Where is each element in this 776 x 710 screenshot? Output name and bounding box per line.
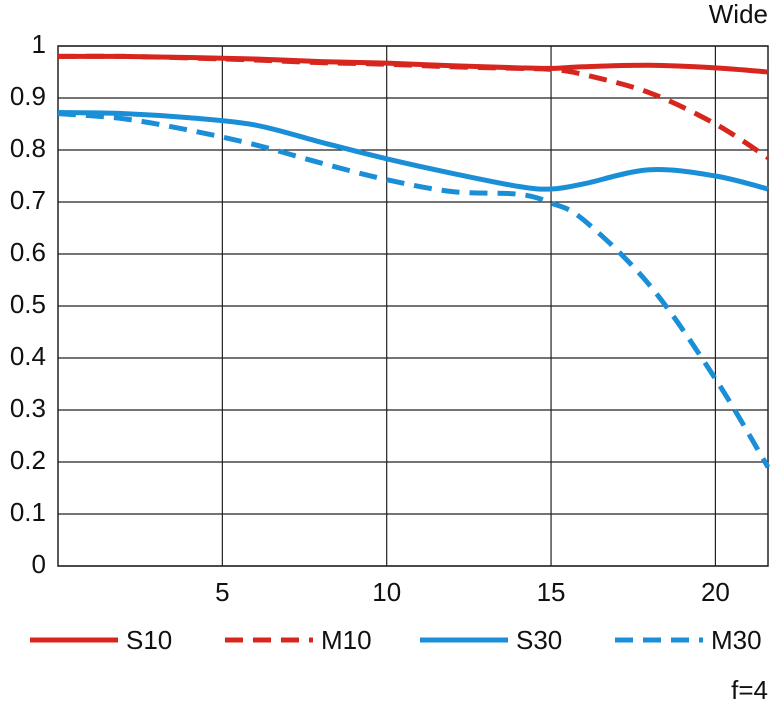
legend-label: M30 [711, 625, 762, 655]
line-series [57, 53, 769, 75]
legend-label: S10 [126, 625, 172, 655]
line-series [57, 110, 769, 192]
y-tick-label: 0.8 [10, 133, 46, 163]
y-tick-label: 0 [32, 549, 46, 579]
y-tick-label: 0.3 [10, 393, 46, 423]
y-tick-label: 1 [32, 29, 46, 59]
x-tick-label: 15 [537, 577, 566, 607]
line-series [57, 53, 770, 160]
x-tick-label: 5 [215, 577, 229, 607]
y-tick-label: 0.1 [10, 497, 46, 527]
y-tick-label: 0.6 [10, 237, 46, 267]
y-tick-label: 0.7 [10, 185, 46, 215]
y-tick-label: 0.9 [10, 81, 46, 111]
y-tick-label: 0.5 [10, 289, 46, 319]
legend-label: S30 [516, 625, 562, 655]
x-tick-label: 20 [701, 577, 730, 607]
annotation: f=4 [731, 675, 768, 705]
chart-title: Wide [709, 0, 768, 29]
legend-label: M10 [321, 625, 372, 655]
x-tick-label: 10 [372, 577, 401, 607]
y-tick-label: 0.2 [10, 445, 46, 475]
line-series [57, 111, 771, 469]
y-tick-label: 0.4 [10, 341, 46, 371]
